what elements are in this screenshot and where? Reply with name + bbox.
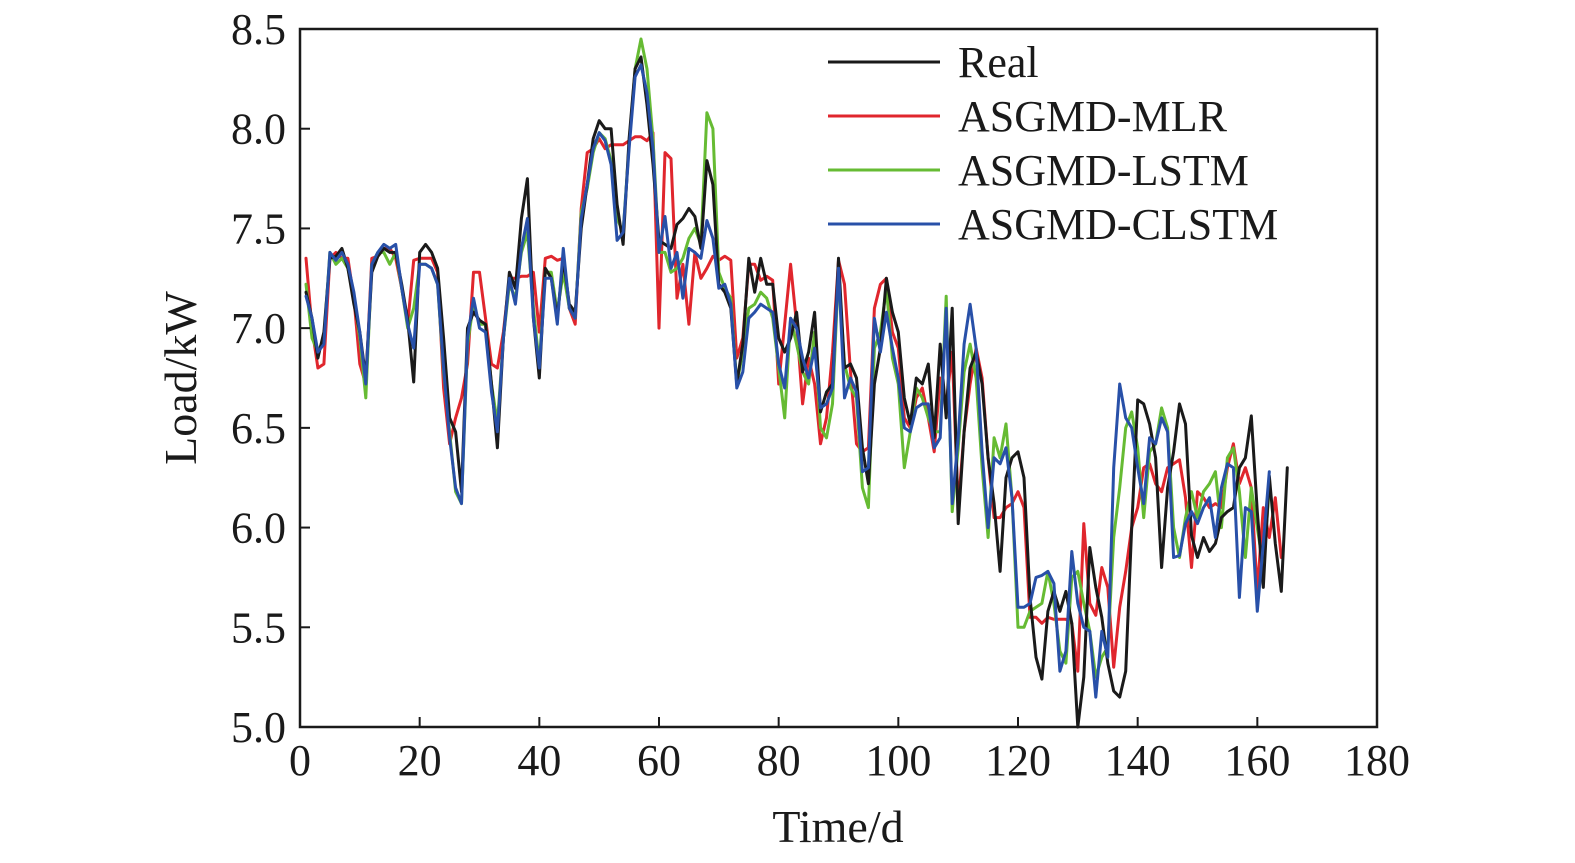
series-layer — [304, 37, 1289, 729]
legend-label-asgmd-lstm: ASGMD-LSTM — [958, 146, 1249, 195]
x-tick-label: 0 — [289, 736, 311, 785]
x-tick-label: 180 — [1344, 736, 1410, 785]
y-tick-label: 5.5 — [231, 603, 286, 652]
ticks-layer — [299, 28, 1378, 728]
y-axis-label: Load/kW — [155, 291, 206, 465]
legend: Real ASGMD-MLR ASGMD-LSTM ASGMD-CLSTM — [828, 38, 1278, 249]
y-tick-label: 5.0 — [231, 703, 286, 752]
legend-label-real: Real — [958, 38, 1039, 87]
y-tick-label: 7.0 — [231, 304, 286, 353]
x-tick-label: 20 — [398, 736, 442, 785]
y-tick-label: 8.0 — [231, 105, 286, 154]
x-tick-label: 140 — [1105, 736, 1171, 785]
y-tick-label: 6.0 — [231, 504, 286, 553]
x-axis-label: Time/d — [772, 801, 903, 852]
x-tick-label: 60 — [637, 736, 681, 785]
y-tick-label: 8.5 — [231, 5, 286, 54]
x-tick-label: 160 — [1224, 736, 1290, 785]
legend-label-asgmd-mlr: ASGMD-MLR — [958, 92, 1228, 141]
plot-frame — [298, 27, 1379, 729]
legend-label-asgmd-clstm: ASGMD-CLSTM — [958, 200, 1278, 249]
x-tick-label: 120 — [985, 736, 1051, 785]
x-tick-label: 100 — [865, 736, 931, 785]
series-line-asgmd-clstm — [304, 63, 1271, 699]
x-tick-label: 80 — [757, 736, 801, 785]
x-tick-label: 40 — [517, 736, 561, 785]
y-tick-label: 6.5 — [231, 404, 286, 453]
tick-labels-layer: 0 20 40 60 80 100 120 140 160 180 5.0 5.5 6.0 6.5 7.0 7… — [231, 5, 1410, 785]
y-tick-label: 7.5 — [231, 204, 286, 253]
